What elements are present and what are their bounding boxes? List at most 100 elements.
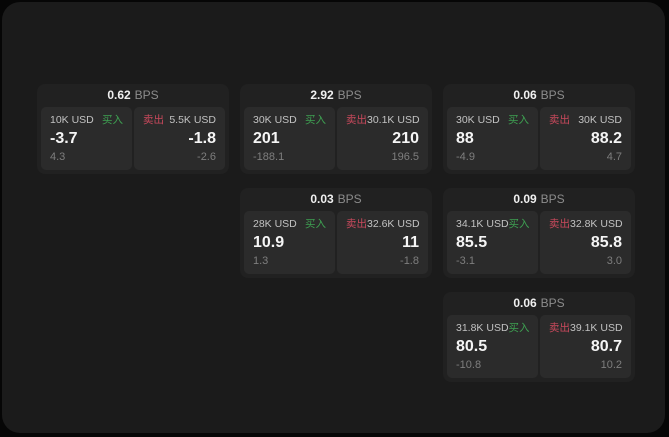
sell-sub-value: 4.7 [606, 151, 622, 163]
sell-side-label: 卖出 [549, 218, 570, 230]
buy-amount: 31.8K USD [456, 322, 509, 334]
quote-card: 0.03 BPS 28K USD 买入 10.9 1.3 卖出 32.6K US… [240, 188, 432, 278]
buy-sub-value: -188.1 [253, 151, 285, 163]
quote-panels: 30K USD 买入 201 -188.1 卖出 30.1K USD 210 1… [240, 107, 432, 174]
buy-side-label: 买入 [508, 218, 530, 230]
sell-amount: 39.1K USD [570, 322, 623, 334]
buy-side-label: 买入 [508, 322, 530, 334]
buy-label-row: 30K USD 买入 [456, 114, 529, 127]
sell-quote-panel[interactable]: 卖出 32.8K USD 85.8 3.0 [540, 211, 631, 274]
spread-unit: BPS [134, 88, 159, 102]
buy-label-row: 34.1K USD 买入 [456, 218, 530, 231]
sell-side-label: 卖出 [346, 114, 367, 126]
buy-quote-panel[interactable]: 31.8K USD 买入 80.5 -10.8 [447, 315, 538, 378]
buy-label-row: 31.8K USD 买入 [456, 322, 530, 335]
spread-unit: BPS [540, 192, 565, 206]
quote-panels: 28K USD 买入 10.9 1.3 卖出 32.6K USD 11 -1.8 [240, 211, 432, 278]
quote-card: 0.06 BPS 30K USD 买入 88 -4.9 卖出 30K USD [443, 84, 635, 174]
spread-unit: BPS [337, 192, 362, 206]
quote-panels: 10K USD 买入 -3.7 4.3 卖出 5.5K USD -1.8 -2.… [37, 107, 229, 174]
buy-sub-value: 4.3 [50, 151, 66, 163]
buy-quote-panel[interactable]: 30K USD 买入 201 -188.1 [244, 107, 335, 170]
quote-panels: 30K USD 买入 88 -4.9 卖出 30K USD 88.2 4.7 [443, 107, 635, 174]
sell-quote-panel[interactable]: 卖出 30.1K USD 210 196.5 [337, 107, 428, 170]
quote-card: 0.62 BPS 10K USD 买入 -3.7 4.3 卖出 5.5K USD [37, 84, 229, 174]
sell-side-label: 卖出 [346, 218, 367, 230]
sell-quote-panel[interactable]: 卖出 39.1K USD 80.7 10.2 [540, 315, 631, 378]
spread-unit: BPS [540, 296, 565, 310]
quote-card: 0.09 BPS 34.1K USD 买入 85.5 -3.1 卖出 32.8K… [443, 188, 635, 278]
quote-card: 0.06 BPS 31.8K USD 买入 80.5 -10.8 卖出 39.1… [443, 292, 635, 382]
buy-quote-panel[interactable]: 30K USD 买入 88 -4.9 [447, 107, 538, 170]
sell-side-label: 卖出 [549, 322, 570, 334]
buy-sub-value: -3.1 [456, 255, 475, 267]
sell-label-row: 卖出 39.1K USD [549, 322, 623, 335]
buy-label-row: 10K USD 买入 [50, 114, 123, 127]
sell-amount: 30.1K USD [367, 114, 420, 126]
buy-quote-panel[interactable]: 10K USD 买入 -3.7 4.3 [41, 107, 132, 170]
buy-side-label: 买入 [305, 218, 326, 230]
sell-quote-panel[interactable]: 卖出 30K USD 88.2 4.7 [540, 107, 631, 170]
buy-side-label: 买入 [102, 114, 123, 126]
sell-quote-panel[interactable]: 卖出 32.6K USD 11 -1.8 [337, 211, 428, 274]
spread-header: 0.06 BPS [443, 292, 635, 315]
sell-side-label: 卖出 [549, 114, 570, 126]
quote-panels: 31.8K USD 买入 80.5 -10.8 卖出 39.1K USD 80.… [443, 315, 635, 382]
sell-label-row: 卖出 30K USD [549, 114, 622, 127]
spread-header: 0.06 BPS [443, 84, 635, 107]
buy-sub-value: -4.9 [456, 151, 475, 163]
sell-label-row: 卖出 32.8K USD [549, 218, 623, 231]
sell-price: 85.8 [590, 234, 622, 251]
sell-label-row: 卖出 5.5K USD [143, 114, 216, 127]
quote-card-grid: 0.62 BPS 10K USD 买入 -3.7 4.3 卖出 5.5K USD [37, 84, 635, 382]
spread-header: 2.92 BPS [240, 84, 432, 107]
buy-amount: 30K USD [456, 114, 500, 126]
buy-quote-panel[interactable]: 28K USD 买入 10.9 1.3 [244, 211, 335, 274]
buy-price: -3.7 [50, 130, 78, 147]
buy-price: 88 [456, 130, 474, 147]
quote-card: 2.92 BPS 30K USD 买入 201 -188.1 卖出 30.1K … [240, 84, 432, 174]
sell-sub-value: -1.8 [400, 255, 419, 267]
buy-sub-value: 1.3 [253, 255, 269, 267]
spread-unit: BPS [540, 88, 565, 102]
buy-quote-panel[interactable]: 34.1K USD 买入 85.5 -3.1 [447, 211, 538, 274]
pricing-board-page: 0.62 BPS 10K USD 买入 -3.7 4.3 卖出 5.5K USD [2, 2, 665, 433]
sell-label-row: 卖出 32.6K USD [346, 218, 420, 231]
buy-sub-value: -10.8 [456, 359, 482, 371]
sell-label-row: 卖出 30.1K USD [346, 114, 420, 127]
sell-amount: 32.6K USD [367, 218, 420, 230]
sell-price: 210 [392, 130, 419, 147]
buy-side-label: 买入 [305, 114, 326, 126]
buy-price: 80.5 [456, 338, 488, 355]
buy-amount: 30K USD [253, 114, 297, 126]
sell-price: 88.2 [590, 130, 622, 147]
spread-value: 2.92 [310, 88, 334, 102]
sell-quote-panel[interactable]: 卖出 5.5K USD -1.8 -2.6 [134, 107, 225, 170]
sell-amount: 32.8K USD [570, 218, 623, 230]
sell-price: 11 [402, 234, 419, 251]
buy-price: 10.9 [253, 234, 285, 251]
spread-header: 0.62 BPS [37, 84, 229, 107]
buy-amount: 28K USD [253, 218, 297, 230]
spread-header: 0.03 BPS [240, 188, 432, 211]
buy-amount: 10K USD [50, 114, 94, 126]
quote-panels: 34.1K USD 买入 85.5 -3.1 卖出 32.8K USD 85.8… [443, 211, 635, 278]
spread-header: 0.09 BPS [443, 188, 635, 211]
spread-value: 0.06 [513, 88, 537, 102]
sell-sub-value: -2.6 [197, 151, 216, 163]
buy-side-label: 买入 [508, 114, 529, 126]
sell-sub-value: 10.2 [600, 359, 622, 371]
spread-unit: BPS [337, 88, 362, 102]
sell-amount: 5.5K USD [169, 114, 216, 126]
sell-price: -1.8 [188, 130, 216, 147]
spread-value: 0.03 [310, 192, 334, 206]
sell-price: 80.7 [590, 338, 622, 355]
spread-value: 0.62 [107, 88, 131, 102]
sell-sub-value: 3.0 [606, 255, 622, 267]
buy-price: 85.5 [456, 234, 488, 251]
spread-value: 0.06 [513, 296, 537, 310]
buy-label-row: 30K USD 买入 [253, 114, 326, 127]
buy-amount: 34.1K USD [456, 218, 509, 230]
sell-amount: 30K USD [578, 114, 622, 126]
spread-value: 0.09 [513, 192, 537, 206]
